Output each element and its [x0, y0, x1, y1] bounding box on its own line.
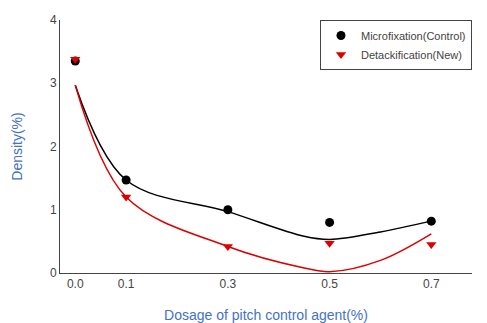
svg-text:1: 1	[50, 203, 57, 217]
svg-text:Microfixation(Control): Microfixation(Control)	[361, 30, 466, 42]
svg-text:0.5: 0.5	[321, 277, 338, 291]
svg-text:0.3: 0.3	[220, 277, 237, 291]
svg-text:0.7: 0.7	[423, 277, 440, 291]
svg-text:Dosage of pitch control agent(: Dosage of pitch control agent(%)	[164, 307, 368, 323]
svg-text:2: 2	[50, 140, 57, 154]
svg-text:0.0: 0.0	[67, 277, 84, 291]
svg-text:Detackification(New): Detackification(New)	[361, 49, 462, 61]
svg-text:4: 4	[50, 13, 57, 27]
svg-text:Density(%): Density(%)	[9, 112, 25, 180]
svg-text:3: 3	[50, 76, 57, 90]
svg-text:0.1: 0.1	[118, 277, 135, 291]
svg-text:0: 0	[50, 266, 57, 280]
